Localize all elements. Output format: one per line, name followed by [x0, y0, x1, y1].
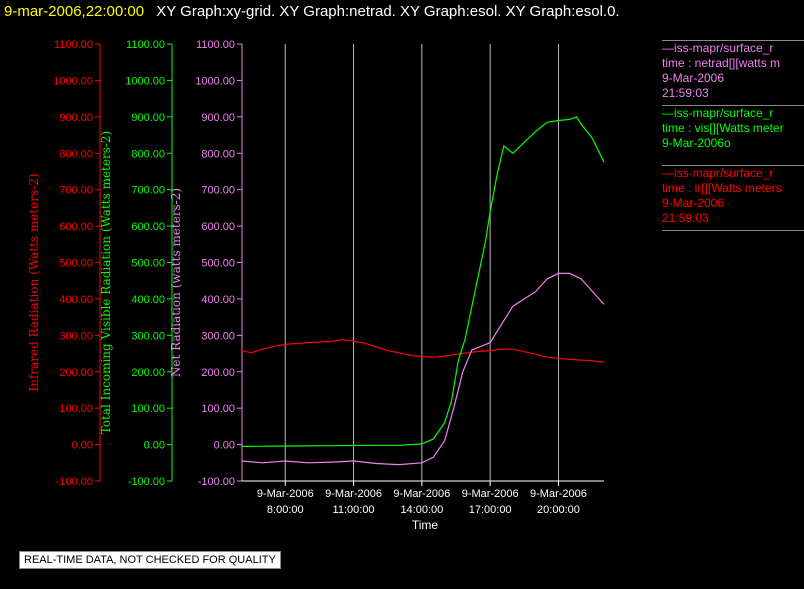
legend-ir-line3: 9-Mar-2006: [662, 196, 725, 210]
legend-ir-line4: 21:59:03: [662, 211, 709, 225]
y-tick-label-1-11: 1000.00: [125, 75, 165, 87]
y-tick-label-1-10: 900.00: [131, 112, 165, 124]
x-tick-time-1: 11:00:00: [333, 504, 375, 516]
quality-disclaimer: REAL-TIME DATA, NOT CHECKED FOR QUALITY: [19, 551, 281, 569]
y-tick-label-2-9: 800.00: [201, 148, 235, 160]
legend-vis-line3: 9-Mar-2006o: [662, 136, 731, 150]
y-tick-label-1-8: 700.00: [131, 185, 165, 197]
y-tick-label-1-1: 0.00: [144, 440, 165, 452]
legend-ir-line1: —iss-mapr/surface_r: [662, 166, 774, 180]
y-tick-label-0-1: 0.00: [72, 440, 93, 452]
y-tick-label-2-10: 900.00: [201, 112, 235, 124]
x-tick-time-2: 14:00:00: [400, 504, 443, 516]
y-tick-label-0-3: 200.00: [59, 367, 93, 379]
graph-titles: XY Graph:xy-grid. XY Graph:netrad. XY Gr…: [156, 3, 620, 20]
y-tick-label-1-5: 400.00: [131, 294, 165, 306]
legend-divider: [662, 230, 804, 231]
y-tick-label-2-4: 300.00: [201, 330, 235, 342]
y-tick-label-0-5: 400.00: [59, 294, 93, 306]
y-tick-label-2-5: 400.00: [201, 294, 235, 306]
y-tick-label-1-3: 200.00: [131, 367, 165, 379]
legend-entry-vis: —iss-mapr/surface_r time : vis[][Watts m…: [662, 105, 804, 151]
header-bar: 9-mar-2006,22:00:00 XY Graph:xy-grid. XY…: [4, 2, 620, 22]
y-tick-label-2-0: -100.00: [198, 476, 235, 488]
y-tick-label-0-7: 600.00: [59, 221, 93, 233]
x-tick-time-4: 20:00:00: [537, 504, 580, 516]
y-axis-label-0: Infrared Radiation (Watts meters-2): [27, 173, 41, 391]
legend-netrad-line1: —iss-mapr/surface_r: [662, 41, 774, 55]
y-tick-label-2-1: 0.00: [214, 440, 235, 452]
y-tick-label-1-4: 300.00: [131, 330, 165, 342]
timestamp: 9-mar-2006,22:00:00: [4, 3, 145, 20]
y-tick-label-0-11: 1000.00: [53, 75, 93, 87]
y-tick-label-1-9: 800.00: [131, 148, 165, 160]
y-axis-label-1: Total Incoming Visible Radiation (Watts …: [99, 131, 113, 435]
y-tick-label-1-0: -100.00: [128, 476, 165, 488]
legend-entry-ir: —iss-mapr/surface_r time : ir[][Watts me…: [662, 165, 804, 226]
y-tick-label-0-10: 900.00: [59, 112, 93, 124]
legend-vis-line2: time : vis[][Watts meter: [662, 121, 784, 135]
x-tick-time-3: 17:00:00: [469, 504, 512, 516]
legend: —iss-mapr/surface_r time : netrad[][watt…: [662, 40, 804, 231]
x-tick-date-2: 9-Mar-2006: [393, 488, 450, 500]
y-tick-label-2-12: 1100.00: [196, 39, 235, 51]
y-tick-label-0-9: 800.00: [59, 148, 93, 160]
y-tick-label-2-11: 1000.00: [195, 75, 235, 87]
x-tick-time-0: 8:00:00: [267, 504, 304, 516]
y-tick-label-2-6: 500.00: [201, 258, 235, 270]
legend-entry-netrad: —iss-mapr/surface_r time : netrad[][watt…: [662, 40, 804, 101]
x-tick-date-0: 9-Mar-2006: [257, 488, 314, 500]
series-line-vis: [241, 116, 605, 447]
x-axis-label: Time: [412, 518, 439, 532]
y-tick-label-2-8: 700.00: [201, 185, 235, 197]
series-line-ir: [241, 339, 605, 363]
legend-netrad-line2: time : netrad[][watts m: [662, 56, 781, 70]
series-line-netrad: [241, 272, 605, 466]
legend-vis-line1: —iss-mapr/surface_r: [662, 106, 774, 120]
legend-ir-line2: time : ir[][Watts meters: [662, 181, 782, 195]
y-tick-label-1-2: 100.00: [131, 403, 165, 415]
y-tick-label-2-7: 600.00: [201, 221, 235, 233]
y-axis-label-2: Net Radiation (watts meters-2): [169, 188, 183, 377]
y-tick-label-1-7: 600.00: [131, 221, 165, 233]
y-tick-label-1-12: 1100.00: [126, 39, 165, 51]
y-tick-label-0-0: -100.00: [56, 476, 93, 488]
y-tick-label-0-4: 300.00: [59, 330, 93, 342]
x-tick-date-4: 9-Mar-2006: [530, 488, 587, 500]
y-tick-label-2-3: 200.00: [201, 367, 235, 379]
legend-netrad-line4: 21:59:03: [662, 86, 709, 100]
legend-netrad-line3: 9-Mar-2006: [662, 71, 725, 85]
x-tick-date-3: 9-Mar-2006: [462, 488, 519, 500]
y-tick-label-0-2: 100.00: [59, 403, 93, 415]
y-tick-label-0-6: 500.00: [59, 258, 93, 270]
y-tick-label-0-12: 1100.00: [54, 39, 93, 51]
y-tick-label-0-8: 700.00: [59, 185, 93, 197]
y-tick-label-1-6: 500.00: [131, 258, 165, 270]
x-tick-date-1: 9-Mar-2006: [325, 488, 382, 500]
y-tick-label-2-2: 100.00: [201, 403, 235, 415]
